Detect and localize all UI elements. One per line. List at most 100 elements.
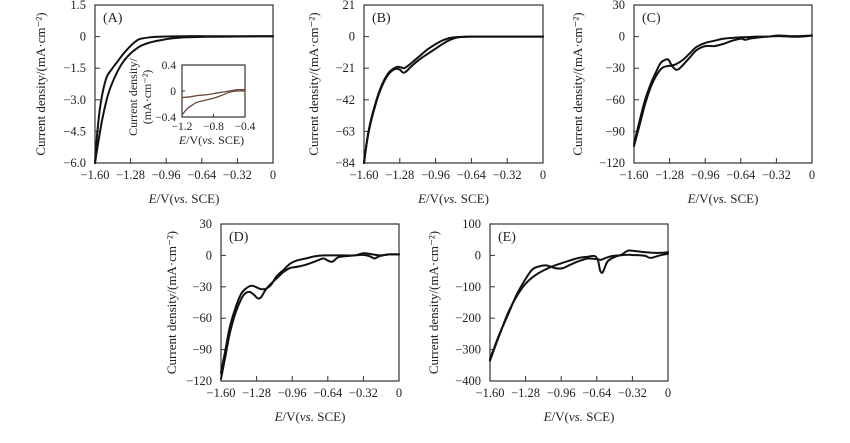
y-tick-label: −0.4	[155, 112, 176, 124]
y-tick-label: −1.5	[63, 61, 86, 75]
y-tick-label: 0	[80, 30, 86, 44]
x-label-unit: /V(	[552, 409, 569, 424]
y-tick-label: −400	[455, 374, 481, 388]
x-axis: −1.60 −1.28 −0.96 −0.64 −0.32 0	[81, 158, 276, 182]
x-tick-label: −0.96	[691, 168, 720, 182]
y-tick-label: −42	[335, 93, 355, 107]
y-axis-label: Current density/(mA·cm⁻²)	[33, 12, 48, 155]
plot-frame	[363, 4, 544, 164]
x-axis-label: E/V(vs. SCE)	[687, 191, 759, 206]
x-axis-label: E/V(vs. SCE)	[417, 191, 489, 206]
y-tick-label: −30	[605, 61, 625, 75]
series-forward	[489, 252, 669, 360]
series-reverse	[633, 34, 813, 148]
curves	[633, 34, 813, 148]
y-axis: 1.5 0 −1.5 −3.0 −4.5 −6.0	[63, 0, 100, 170]
x-label-variable: E	[687, 191, 696, 206]
x-label-variable: E	[417, 191, 426, 206]
y-tick-label: 1.5	[70, 0, 86, 12]
y-tick-label: 21	[343, 0, 356, 12]
x-tick-label: −0.32	[349, 386, 378, 400]
curves	[489, 249, 669, 362]
x-tick-label: −0.64	[457, 168, 487, 182]
panel-label: (A)	[103, 11, 123, 26]
x-label-variable: E	[148, 191, 157, 206]
inset-x-axis-label: E/V(vs. SCE)	[178, 133, 244, 147]
inset-y-axis: 0.4 0 −0.4	[155, 60, 185, 124]
y-tick-label: 0	[619, 30, 625, 44]
x-axis-label: E/V(vs. SCE)	[543, 409, 615, 424]
x-label-vs: vs.	[174, 191, 188, 206]
y-tick-label: −63	[335, 124, 355, 138]
x-tick-label: −1.28	[511, 386, 540, 400]
y-tick-label: −90	[192, 343, 212, 357]
x-label-reference: SCE)	[583, 409, 614, 424]
x-tick-label: −0.8	[203, 121, 224, 133]
y-tick-label: −200	[455, 311, 481, 325]
y-tick-label: −90	[605, 124, 625, 138]
y-axis-label: Current density/(mA·cm⁻²)	[426, 231, 441, 374]
x-tick-label: −1.28	[116, 168, 145, 182]
x-label-unit: /V(	[157, 191, 174, 206]
y-axis: 30 0 −30 −60 −90 −120	[599, 0, 639, 170]
x-label-reference: SCE)	[188, 191, 219, 206]
plot-frame	[489, 223, 669, 382]
x-label-reference: SCE)	[727, 191, 758, 206]
x-tick-label: −0.32	[618, 386, 647, 400]
x-tick-label: −1.28	[242, 386, 271, 400]
inset-series-lower	[181, 90, 246, 116]
x-label-unit: /V(	[696, 191, 713, 206]
x-tick-label: −0.64	[313, 386, 343, 400]
curves	[363, 35, 544, 164]
x-axis: −1.60 −1.28 −0.96 −0.64 −0.32 0	[620, 158, 815, 182]
x-tick-label: −0.96	[547, 386, 576, 400]
y-tick-label: −30	[192, 280, 212, 294]
x-label-vs: vs.	[202, 133, 215, 147]
series-forward	[363, 35, 544, 164]
series-reverse	[220, 253, 400, 380]
series-reverse	[363, 35, 544, 164]
inset-y-axis-label-line1: Current density/	[126, 58, 140, 136]
x-label-variable: E	[274, 409, 283, 424]
x-axis: −1.60 −1.28 −0.96 −0.64 −0.32 0	[476, 376, 671, 400]
y-axis: 100 0 −100 −200 −300 −400	[455, 217, 495, 388]
x-label-unit: /V(	[283, 409, 300, 424]
x-axis-label: E/V(vs. SCE)	[274, 409, 346, 424]
x-tick-label: −1.60	[350, 168, 379, 182]
y-tick-label: −120	[186, 374, 212, 388]
y-tick-label: −100	[455, 280, 481, 294]
x-label-unit: /V(	[426, 191, 443, 206]
x-tick-label: 0	[809, 168, 815, 182]
x-tick-label: −0.96	[421, 168, 450, 182]
y-tick-label: −300	[455, 343, 481, 357]
x-tick-label: −0.64	[187, 168, 217, 182]
y-tick-label: 0.4	[162, 60, 177, 72]
x-label-reference: SCE)	[314, 409, 345, 424]
x-tick-label: −0.96	[278, 386, 307, 400]
y-tick-label: 100	[462, 217, 481, 231]
y-axis-label: Current density/(mA·cm⁻²)	[306, 12, 321, 155]
x-label-vs: vs.	[569, 409, 583, 424]
panel-a: −1.60 −1.28 −0.96 −0.64 −0.32 0 1.5 0 −1.5 −3.0 −…	[33, 0, 276, 206]
x-tick-label: 0	[665, 386, 671, 400]
plot-frame	[220, 223, 400, 382]
panel-c: −1.60 −1.28 −0.96 −0.64 −0.32 0 30 0 −30 −60 −90 −…	[570, 0, 815, 206]
panel-b: −1.60 −1.28 −0.96 −0.64 −0.32 0 21 0 −21 −42 −63 −…	[306, 0, 546, 206]
y-tick-label: 30	[200, 217, 213, 231]
y-tick-label: −21	[335, 61, 355, 75]
panel-label: (D)	[229, 230, 249, 245]
y-axis-label: Current density/(mA·cm⁻²)	[164, 231, 179, 374]
x-label-unit: /V(	[186, 133, 202, 147]
plot-frame	[633, 4, 813, 164]
x-label-vs: vs.	[443, 191, 457, 206]
y-axis-label: Current density/(mA·cm⁻²)	[570, 12, 585, 155]
y-tick-label: 30	[613, 0, 626, 12]
x-label-variable: E	[543, 409, 552, 424]
series-reverse	[489, 249, 669, 362]
y-tick-label: −3.0	[63, 93, 86, 107]
y-tick-label: −120	[599, 156, 625, 170]
x-label-reference: SCE)	[457, 191, 488, 206]
x-tick-label: −0.96	[152, 168, 181, 182]
panel-d: −1.60 −1.28 −0.96 −0.64 −0.32 0 30 0 −30 −60 −90 −…	[164, 217, 402, 424]
